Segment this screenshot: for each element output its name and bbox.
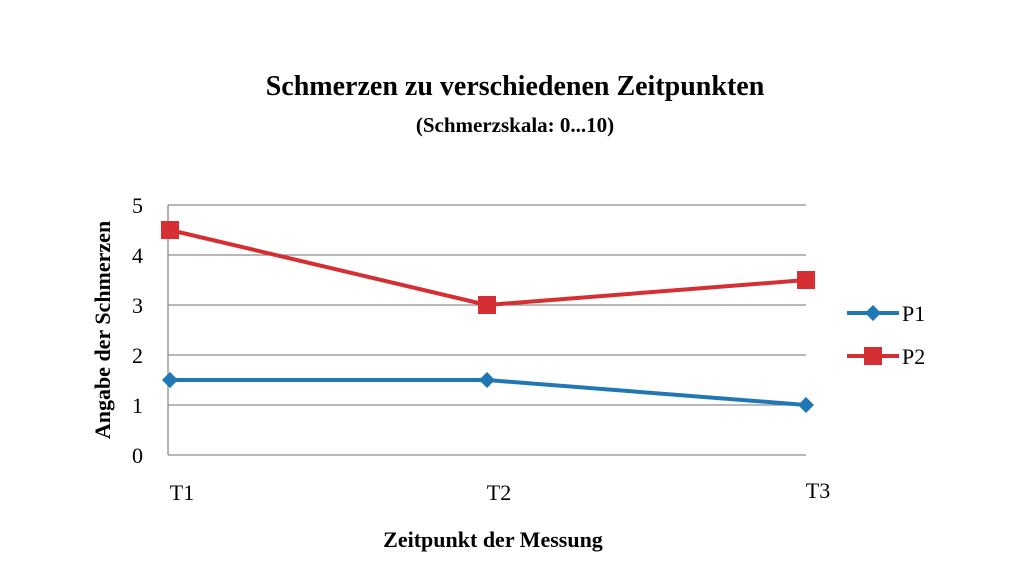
- y-tick-label: 4: [132, 243, 143, 268]
- series-P2: [161, 221, 815, 314]
- series-line-P2: [169, 228, 807, 307]
- legend-marker-P1: [865, 305, 881, 321]
- legend-marker-P2: [864, 347, 882, 365]
- y-tick-label: 3: [132, 293, 143, 318]
- legend: P1 P2: [847, 301, 925, 369]
- legend-label-P2: P2: [902, 344, 925, 369]
- x-axis-ticks: T1 T2 T3: [170, 478, 830, 505]
- y-tick-label: 0: [132, 443, 143, 468]
- chart-subtitle: (Schmerzskala: 0...10): [416, 113, 614, 137]
- data-point-P2-T1: [161, 221, 179, 239]
- y-axis-label: Angabe der Schmerzen: [90, 221, 115, 439]
- x-tick-label: T2: [487, 480, 511, 505]
- series-layer: [161, 221, 815, 413]
- y-tick-label: 5: [132, 193, 143, 218]
- gridlines: [167, 204, 806, 456]
- legend-item-P1: P1: [847, 301, 925, 326]
- data-point-P2-T2: [478, 296, 496, 314]
- y-tick-label: 1: [132, 393, 143, 418]
- x-tick-label: T1: [170, 480, 194, 505]
- y-axis-ticks: 0 1 2 3 4 5: [132, 193, 143, 468]
- chart-title: Schmerzen zu verschiedenen Zeitpunkten: [266, 71, 765, 102]
- x-tick-label: T3: [806, 478, 830, 503]
- data-point-P2-T3: [797, 271, 815, 289]
- y-tick-label: 2: [132, 343, 143, 368]
- data-point-P1-T2: [479, 372, 495, 388]
- legend-item-P2: P2: [847, 344, 925, 369]
- x-axis-label: Zeitpunkt der Messung: [383, 527, 603, 552]
- series-P1: [162, 372, 814, 413]
- data-point-P1-T3: [798, 397, 814, 413]
- legend-label-P1: P1: [902, 301, 925, 326]
- data-point-P1-T1: [162, 372, 178, 388]
